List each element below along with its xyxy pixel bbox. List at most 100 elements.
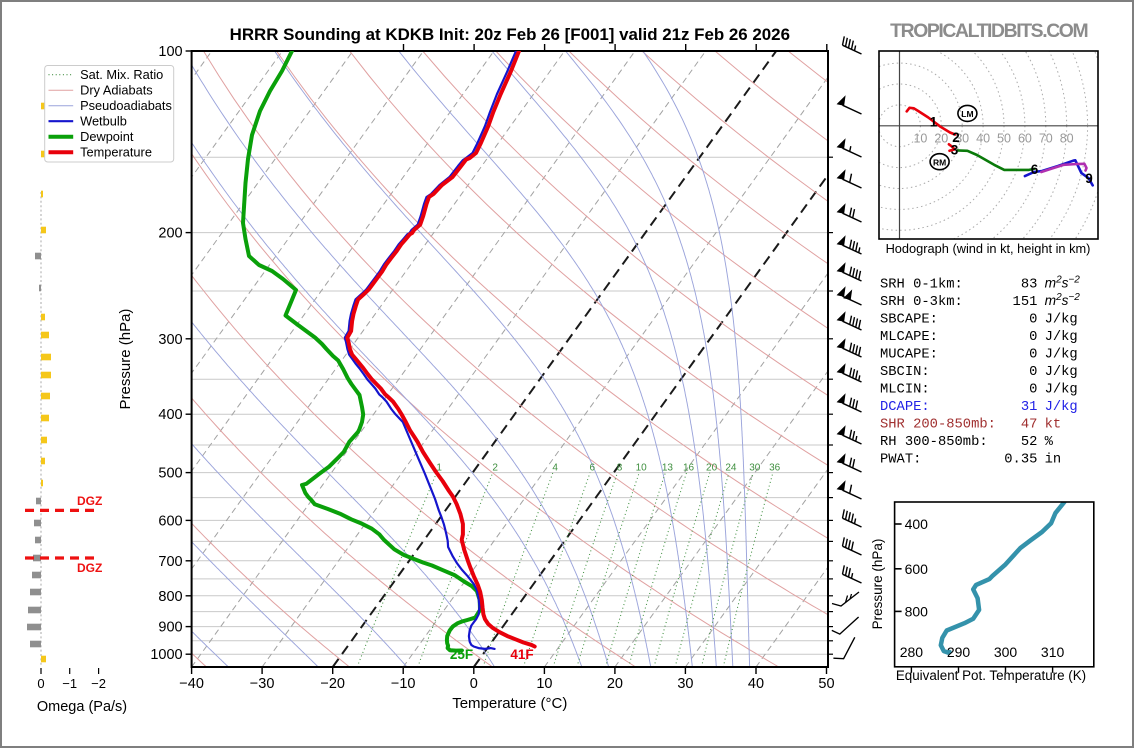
svg-text:40: 40 (748, 676, 764, 692)
svg-text:J/kg: J/kg (1045, 382, 1078, 398)
svg-text:52: 52 (1021, 435, 1038, 450)
svg-text:800: 800 (905, 603, 929, 619)
svg-text:6: 6 (1031, 162, 1039, 177)
svg-text:Equivalent Pot. Temperature (K: Equivalent Pot. Temperature (K) (896, 668, 1086, 683)
svg-text:151: 151 (1013, 295, 1038, 310)
svg-text:500: 500 (158, 466, 182, 482)
svg-text:kt: kt (1045, 417, 1062, 433)
svg-text:SBCAPE:: SBCAPE: (880, 313, 938, 328)
svg-text:Pseudoadiabats: Pseudoadiabats (80, 98, 172, 113)
svg-text:1000: 1000 (150, 647, 182, 663)
svg-text:400: 400 (905, 516, 929, 532)
svg-text:RH 300-850mb:: RH 300-850mb: (880, 434, 988, 450)
svg-text:J/kg: J/kg (1045, 312, 1078, 328)
svg-text:8: 8 (617, 463, 623, 474)
svg-text:0: 0 (37, 676, 44, 691)
svg-text:SBCIN:: SBCIN: (880, 365, 930, 380)
svg-text:Dry Adiabats: Dry Adiabats (80, 83, 153, 98)
svg-text:0: 0 (1029, 313, 1037, 328)
svg-text:20: 20 (934, 132, 948, 146)
svg-text:%: % (1045, 435, 1054, 450)
svg-text:16: 16 (683, 463, 695, 474)
svg-text:400: 400 (158, 407, 182, 423)
svg-text:600: 600 (905, 561, 929, 577)
svg-text:m2s−2: m2s−2 (1045, 275, 1081, 291)
svg-text:700: 700 (158, 554, 182, 570)
svg-text:80: 80 (1060, 132, 1074, 146)
svg-text:100: 100 (158, 44, 182, 60)
svg-text:60: 60 (1018, 132, 1032, 146)
svg-text:83: 83 (1021, 278, 1038, 293)
svg-text:300: 300 (994, 644, 1018, 660)
svg-text:TROPICALTIDBITS.COM: TROPICALTIDBITS.COM (890, 20, 1087, 42)
svg-text:0.35: 0.35 (1004, 453, 1037, 468)
svg-text:300: 300 (158, 332, 182, 348)
svg-text:MLCAPE:: MLCAPE: (880, 330, 938, 345)
svg-text:SRH 0-1km:: SRH 0-1km: (880, 277, 963, 293)
svg-text:0: 0 (470, 676, 478, 692)
svg-text:20: 20 (706, 463, 718, 474)
svg-text:50: 50 (997, 132, 1011, 146)
svg-text:J/kg: J/kg (1045, 347, 1078, 363)
svg-text:−40: −40 (179, 676, 204, 692)
svg-text:HRRR Sounding at KDKB Init: 20: HRRR Sounding at KDKB Init: 20z Feb 26 [… (230, 25, 790, 44)
svg-text:9: 9 (1085, 171, 1093, 186)
svg-text:30: 30 (677, 676, 693, 692)
svg-text:Temperature: Temperature (80, 145, 152, 160)
svg-text:J/kg: J/kg (1045, 399, 1078, 415)
svg-text:Pressure (hPa): Pressure (hPa) (117, 309, 134, 410)
svg-text:SRH 0-3km:: SRH 0-3km: (880, 294, 963, 310)
svg-text:25F: 25F (450, 647, 473, 662)
svg-text:10: 10 (636, 463, 648, 474)
svg-text:1: 1 (436, 463, 442, 474)
svg-text:3: 3 (951, 143, 959, 158)
svg-text:1: 1 (930, 115, 938, 130)
svg-text:DGZ: DGZ (77, 494, 102, 508)
svg-text:0: 0 (1029, 383, 1037, 398)
svg-text:DCAPE:: DCAPE: (880, 400, 930, 415)
svg-text:6: 6 (590, 463, 596, 474)
svg-text:0: 0 (1029, 330, 1037, 345)
svg-text:31: 31 (1021, 400, 1038, 415)
svg-text:2: 2 (952, 130, 960, 145)
svg-text:Hodograph (wind in kt, height: Hodograph (wind in kt, height in km) (886, 241, 1091, 256)
svg-text:J/kg: J/kg (1045, 329, 1078, 345)
svg-text:2: 2 (492, 463, 498, 474)
svg-text:m2s−2: m2s−2 (1045, 292, 1081, 308)
svg-text:13: 13 (662, 463, 674, 474)
svg-text:900: 900 (158, 620, 182, 636)
svg-text:Sat. Mix. Ratio: Sat. Mix. Ratio (80, 67, 163, 82)
svg-text:10: 10 (536, 676, 552, 692)
svg-text:600: 600 (158, 513, 182, 529)
svg-text:280: 280 (900, 644, 924, 660)
svg-text:−1: −1 (62, 676, 77, 691)
svg-text:LM: LM (961, 109, 973, 119)
svg-text:47: 47 (1021, 418, 1038, 433)
svg-text:310: 310 (1041, 644, 1065, 660)
svg-text:4: 4 (552, 463, 558, 474)
svg-text:24: 24 (725, 463, 737, 474)
svg-text:MUCAPE:: MUCAPE: (880, 348, 938, 363)
svg-text:41F: 41F (510, 647, 533, 662)
svg-text:Pressure (hPa): Pressure (hPa) (870, 539, 885, 630)
svg-text:SHR 200-850mb:: SHR 200-850mb: (880, 417, 996, 433)
svg-text:RM: RM (933, 157, 946, 167)
svg-text:−2: −2 (91, 676, 106, 691)
svg-text:30: 30 (749, 463, 761, 474)
svg-text:290: 290 (947, 644, 971, 660)
svg-text:−20: −20 (320, 676, 345, 692)
svg-text:36: 36 (769, 463, 781, 474)
svg-text:Temperature (°C): Temperature (°C) (452, 695, 567, 712)
svg-text:Dewpoint: Dewpoint (80, 129, 134, 144)
svg-text:30: 30 (955, 132, 969, 146)
svg-text:0: 0 (1029, 348, 1037, 363)
svg-text:J/kg: J/kg (1045, 364, 1078, 380)
svg-text:50: 50 (818, 676, 834, 692)
svg-text:Wetbulb: Wetbulb (80, 114, 127, 129)
svg-text:40: 40 (976, 132, 990, 146)
svg-text:−30: −30 (250, 676, 275, 692)
svg-text:Omega (Pa/s): Omega (Pa/s) (37, 699, 127, 715)
svg-text:MLCIN:: MLCIN: (880, 383, 930, 398)
svg-text:PWAT:: PWAT: (880, 453, 921, 468)
svg-text:in: in (1045, 452, 1062, 468)
